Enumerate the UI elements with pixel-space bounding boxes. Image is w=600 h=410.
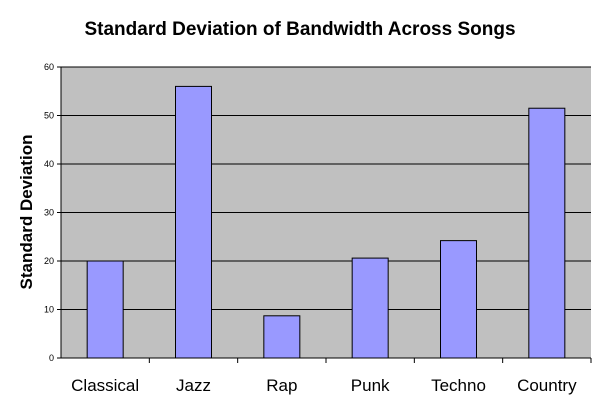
y-tick-label: 60 xyxy=(44,62,54,72)
gridlines xyxy=(61,66,591,310)
bar-punk xyxy=(351,257,389,359)
x-tick-label: Classical xyxy=(71,376,139,395)
y-tick-label: 10 xyxy=(44,305,54,315)
bar-rap xyxy=(263,315,301,359)
bars xyxy=(86,85,566,359)
x-tick-label: Techno xyxy=(431,376,486,395)
y-tick-label: 50 xyxy=(44,111,54,121)
y-tick-label: 20 xyxy=(44,256,54,266)
chart-title: Standard Deviation of Bandwidth Across S… xyxy=(84,19,515,40)
y-tick-label: 30 xyxy=(44,208,54,218)
axes xyxy=(57,66,592,363)
x-tick-label: Jazz xyxy=(176,376,211,395)
y-axis-label: Standard Deviation xyxy=(17,135,36,290)
bar-jazz xyxy=(175,85,212,359)
y-tick-label: 40 xyxy=(44,159,54,169)
x-tick-label: Country xyxy=(517,376,577,395)
x-tick-label: Rap xyxy=(266,376,297,395)
x-tick-label: Punk xyxy=(351,376,390,395)
y-tick-labels: 0 10 20 30 40 50 60 xyxy=(44,62,54,363)
bar-techno xyxy=(440,240,477,359)
bar-country xyxy=(528,107,566,359)
x-tick-labels: Classical Jazz Rap Punk Techno Country xyxy=(71,376,577,395)
y-tick-label: 0 xyxy=(49,353,54,363)
bar-classical xyxy=(86,260,124,359)
